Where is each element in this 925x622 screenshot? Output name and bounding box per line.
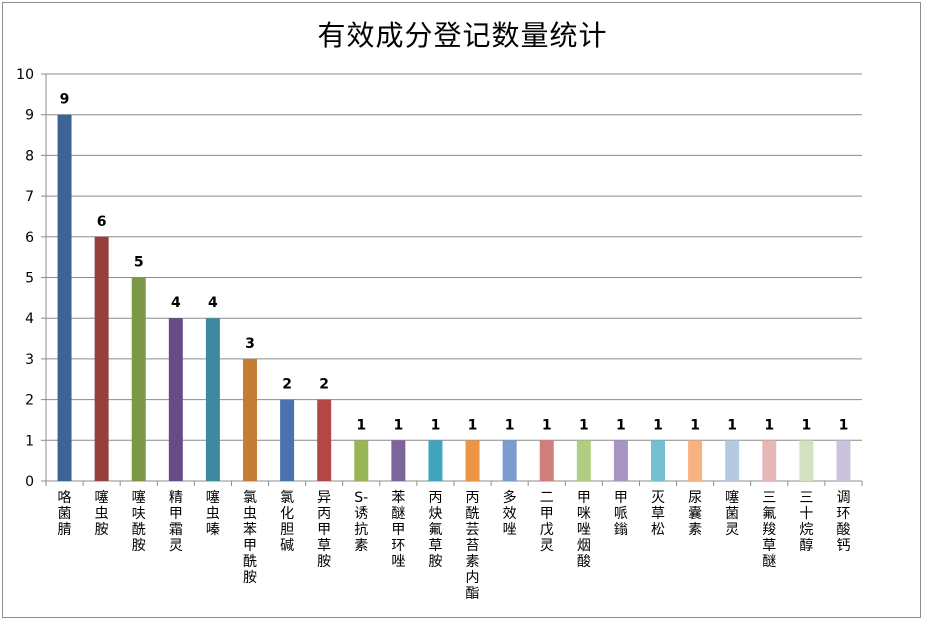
data-label: 1 <box>839 417 849 433</box>
bar <box>168 318 183 481</box>
bar <box>576 440 591 481</box>
category-label: 异丙甲草胺 <box>317 490 331 570</box>
y-tick-label: 8 <box>25 148 34 164</box>
y-tick-label: 6 <box>25 230 34 246</box>
bar <box>613 440 628 481</box>
data-label: 3 <box>245 336 255 352</box>
bar <box>502 440 517 481</box>
data-label: 1 <box>616 417 626 433</box>
bar <box>317 399 332 481</box>
bar <box>391 440 406 481</box>
bar <box>57 114 72 481</box>
category-label: 丙酰芸苔素内酯 <box>466 490 480 602</box>
category-label: 咯菌腈 <box>58 490 72 538</box>
category-label: S-诱抗素 <box>354 490 368 554</box>
bar <box>539 440 554 481</box>
y-tick-label: 0 <box>25 474 34 490</box>
y-tick-label: 9 <box>25 108 34 124</box>
bar <box>354 440 369 481</box>
y-tick-label: 5 <box>25 271 34 287</box>
y-tick-label: 10 <box>16 67 34 83</box>
data-labels: 9 6 5 4 4 3 2 2 1 1 1 1 1 1 1 1 1 1 1 1 1 1 <box>60 92 849 434</box>
bar <box>725 440 740 481</box>
data-label: 2 <box>282 377 292 393</box>
y-axis-tick-labels: 0 1 2 3 4 5 6 7 8 9 10 <box>16 67 34 490</box>
axes <box>41 73 863 486</box>
bar <box>205 318 220 481</box>
data-label: 1 <box>505 417 515 433</box>
category-label: 尿囊素 <box>688 490 702 538</box>
data-label: 4 <box>171 295 181 311</box>
category-label: 氯虫苯甲酰胺 <box>243 490 257 586</box>
category-label: 调环酸钙 <box>836 490 850 554</box>
category-label: 丙炔氟草胺 <box>428 490 442 570</box>
y-tick-label: 7 <box>25 189 34 205</box>
category-label: 甲哌鎓 <box>614 490 628 538</box>
bar <box>688 440 703 481</box>
category-label: 多效唑 <box>503 489 517 538</box>
data-label: 1 <box>431 417 441 433</box>
category-label: 二甲戊灵 <box>540 490 554 554</box>
category-label: 噻菌灵 <box>725 489 739 538</box>
data-label: 4 <box>208 295 218 311</box>
bar <box>836 440 851 481</box>
category-label: 三氟羧草醚 <box>762 490 776 570</box>
data-label: 2 <box>319 377 329 393</box>
chart-title: 有效成分登记数量统计 <box>317 19 608 52</box>
data-label: 1 <box>690 417 700 433</box>
y-tick-label: 4 <box>25 311 34 327</box>
category-label: 噻呋酰胺 <box>132 489 146 554</box>
data-label: 6 <box>97 214 107 230</box>
data-label: 9 <box>60 92 70 108</box>
data-label: 1 <box>764 417 774 433</box>
y-tick-label: 3 <box>25 352 34 368</box>
bar <box>465 440 480 481</box>
category-labels: 咯菌腈 噻虫胺 噻呋酰胺 精甲霜灵 噻虫嗪 氯虫苯甲酰胺 氯化胆碱 异丙甲草胺 S-诱抗素 苯醚甲… <box>58 489 851 602</box>
data-label: 1 <box>356 417 366 433</box>
data-label: 1 <box>653 417 663 433</box>
y-tick-label: 2 <box>25 393 34 409</box>
bar <box>799 440 814 481</box>
gridlines <box>46 73 862 441</box>
category-label: 苯醚甲环唑 <box>391 489 405 570</box>
category-label: 灭草松 <box>651 490 665 538</box>
category-label: 精甲霜灵 <box>169 490 183 554</box>
bar <box>280 399 295 481</box>
category-label: 噻虫胺 <box>95 489 109 538</box>
data-label: 1 <box>393 417 403 433</box>
bar <box>428 440 443 481</box>
category-label: 三十烷醇 <box>799 490 813 554</box>
bar <box>94 236 109 481</box>
data-label: 5 <box>134 255 144 271</box>
bar <box>243 358 257 481</box>
y-tick-label: 1 <box>25 433 34 449</box>
bars <box>57 114 851 481</box>
data-label: 1 <box>801 417 811 433</box>
category-label: 甲咪唑烟酸 <box>577 490 591 570</box>
data-label: 1 <box>579 417 589 433</box>
bar <box>651 440 665 481</box>
data-label: 1 <box>727 417 737 433</box>
category-label: 噻虫嗪 <box>206 489 220 538</box>
category-label: 氯化胆碱 <box>280 490 294 554</box>
bar <box>762 440 777 481</box>
data-label: 1 <box>468 417 478 433</box>
bar <box>131 277 146 481</box>
data-label: 1 <box>542 417 552 433</box>
